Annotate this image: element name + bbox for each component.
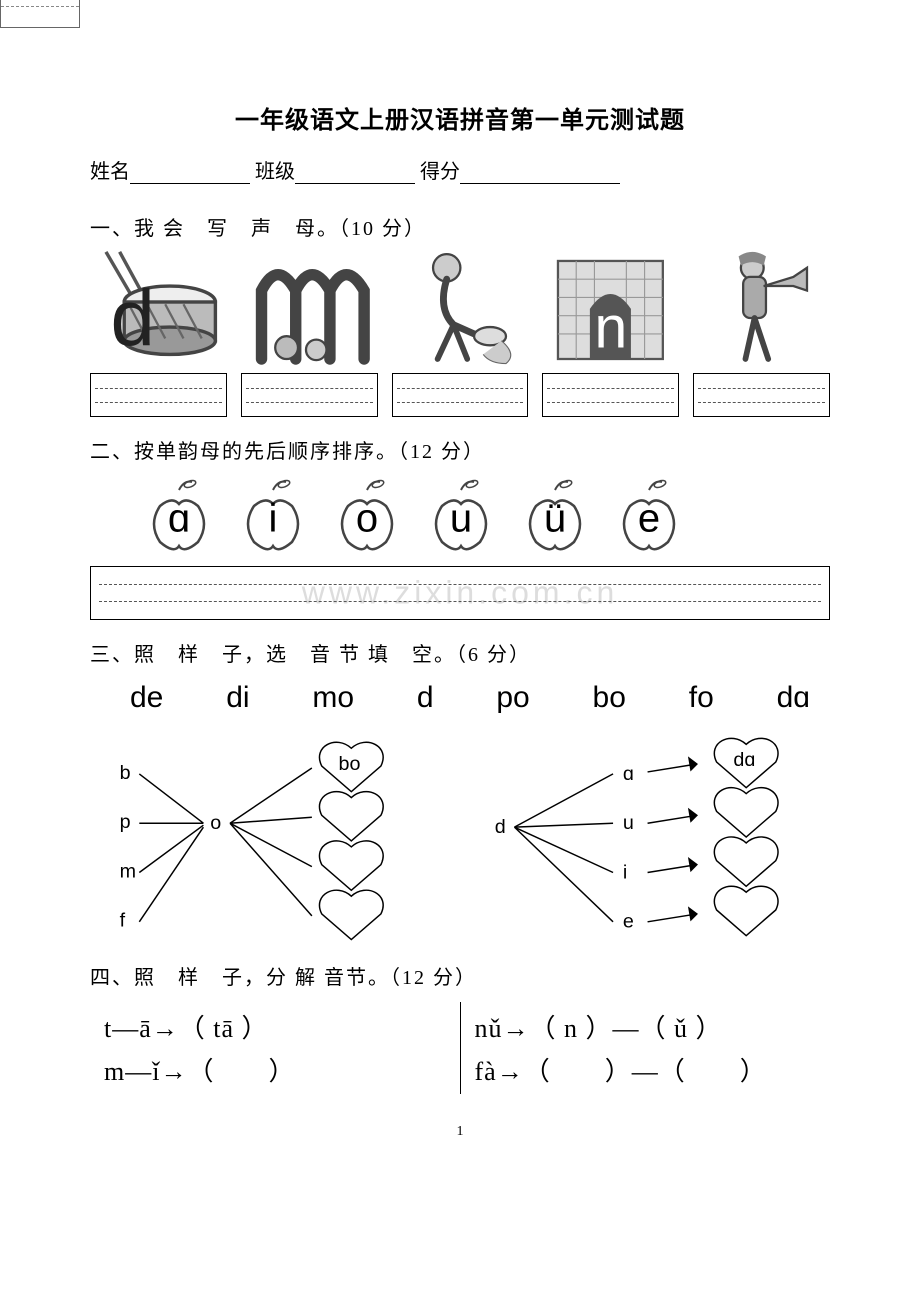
- class-blank[interactable]: [295, 162, 415, 184]
- q3-title: 三、照 样 子，选 音 节 填 空。（6 分）: [90, 638, 830, 667]
- bank-item: dɑ: [777, 681, 810, 715]
- final-i: i: [623, 861, 627, 883]
- q4-line[interactable]: m—ǐ→（ ）: [104, 1051, 446, 1088]
- drum-icon: d: [90, 253, 227, 363]
- bank-item: mo: [312, 681, 354, 715]
- syllable-bank: de di mo d po bo fo dɑ: [90, 681, 830, 715]
- heart-2[interactable]: [714, 788, 778, 837]
- apple-letter: i: [269, 496, 278, 541]
- final-u: u: [623, 812, 634, 834]
- apple-item: e: [610, 476, 688, 552]
- write-box[interactable]: [90, 373, 227, 417]
- q4-line: nǔ→（ n ）—（ ǔ ）: [475, 1008, 817, 1045]
- score-label: 得分: [420, 161, 460, 183]
- heart-1[interactable]: bo: [319, 742, 383, 791]
- final-a: ɑ: [623, 763, 634, 785]
- apple-item: o: [328, 476, 406, 552]
- q4-wrap: t—ā→（ tā ） m—ǐ→（ ） nǔ→（ n ）—（ ǔ ） fà→（ ）…: [90, 1002, 830, 1094]
- student-info-line: 姓名 班级 得分: [90, 155, 830, 184]
- write-box[interactable]: [542, 373, 679, 417]
- apple-item: i: [234, 476, 312, 552]
- apple-letter: ɑ: [168, 496, 190, 541]
- bank-item: di: [226, 681, 249, 715]
- apple-letter: e: [638, 496, 660, 541]
- bank-item: de: [130, 681, 163, 715]
- initial-p: p: [120, 811, 131, 833]
- heart-2[interactable]: [319, 792, 383, 841]
- final-e: e: [623, 911, 634, 933]
- page-number: 1: [90, 1124, 830, 1140]
- apple-item: ɑ: [140, 476, 218, 552]
- svg-text:n: n: [595, 294, 628, 361]
- q3-right: d ɑ u i e dɑ: [475, 733, 830, 943]
- bank-item: fo: [689, 681, 714, 715]
- q1-item: [392, 253, 529, 417]
- arch-icon: [241, 253, 378, 363]
- initial-m: m: [120, 860, 136, 882]
- apple-letter: o: [356, 496, 378, 541]
- q1-item: d: [90, 253, 227, 417]
- q1-title: 一、我 会 写 声 母。（10 分）: [90, 212, 830, 241]
- bank-item: po: [496, 681, 529, 715]
- gate-icon: n: [542, 253, 679, 363]
- heart-4[interactable]: [319, 890, 383, 939]
- write-box[interactable]: [693, 373, 830, 417]
- write-box[interactable]: [241, 373, 378, 417]
- heart-example: dɑ: [733, 749, 755, 771]
- heart-3[interactable]: [319, 841, 383, 890]
- final-o: o: [210, 812, 221, 834]
- q1-item: [693, 253, 830, 417]
- initial-f: f: [120, 910, 126, 932]
- heart-3[interactable]: [714, 837, 778, 886]
- bank-item: bo: [593, 681, 626, 715]
- q1-item: n: [542, 253, 679, 417]
- apple-letter: ü: [544, 496, 566, 541]
- q2-title: 二、按单韵母的先后顺序排序。（12 分）: [90, 435, 830, 464]
- apples-row: ɑ i o u ü e: [90, 476, 830, 552]
- bank-item: d: [417, 681, 434, 715]
- heart-example: bo: [339, 753, 361, 775]
- initial-d: d: [495, 816, 506, 838]
- name-label: 姓名: [90, 161, 130, 183]
- svg-text:d: d: [111, 274, 155, 363]
- heart-1[interactable]: dɑ: [714, 738, 778, 787]
- apple-item: u: [422, 476, 500, 552]
- class-label: 班级: [255, 161, 295, 183]
- q4-line: t—ā→（ tā ）: [104, 1008, 446, 1045]
- q3-left: b p m f o bo: [90, 733, 445, 943]
- heart-4[interactable]: [714, 886, 778, 935]
- initial-b: b: [120, 762, 131, 784]
- q3-diagram: b p m f o bo: [90, 733, 830, 943]
- q4-line[interactable]: fà→（ ）—（ ）: [475, 1051, 817, 1088]
- q4-left-col: t—ā→（ tā ） m—ǐ→（ ）: [90, 1002, 461, 1094]
- long-write-box[interactable]: www.zixin.com.cn: [90, 566, 830, 620]
- pour-water-icon: [392, 253, 529, 363]
- apple-letter: u: [450, 496, 472, 541]
- apple-item: ü: [516, 476, 594, 552]
- person-trumpet-icon: [693, 253, 830, 363]
- q4-title: 四、照 样 子，分 解 音节。（12 分）: [90, 961, 830, 990]
- q4-right-col: nǔ→（ n ）—（ ǔ ） fà→（ ）—（ ）: [461, 1002, 831, 1094]
- name-blank[interactable]: [130, 162, 250, 184]
- page-title: 一年级语文上册汉语拼音第一单元测试题: [90, 100, 830, 135]
- score-blank[interactable]: [460, 162, 620, 184]
- q1-item: [241, 253, 378, 417]
- watermark: www.zixin.com.cn: [302, 575, 619, 612]
- write-box[interactable]: [392, 373, 529, 417]
- corner-dashed-box: [0, 0, 80, 28]
- q1-row: d: [90, 253, 830, 417]
